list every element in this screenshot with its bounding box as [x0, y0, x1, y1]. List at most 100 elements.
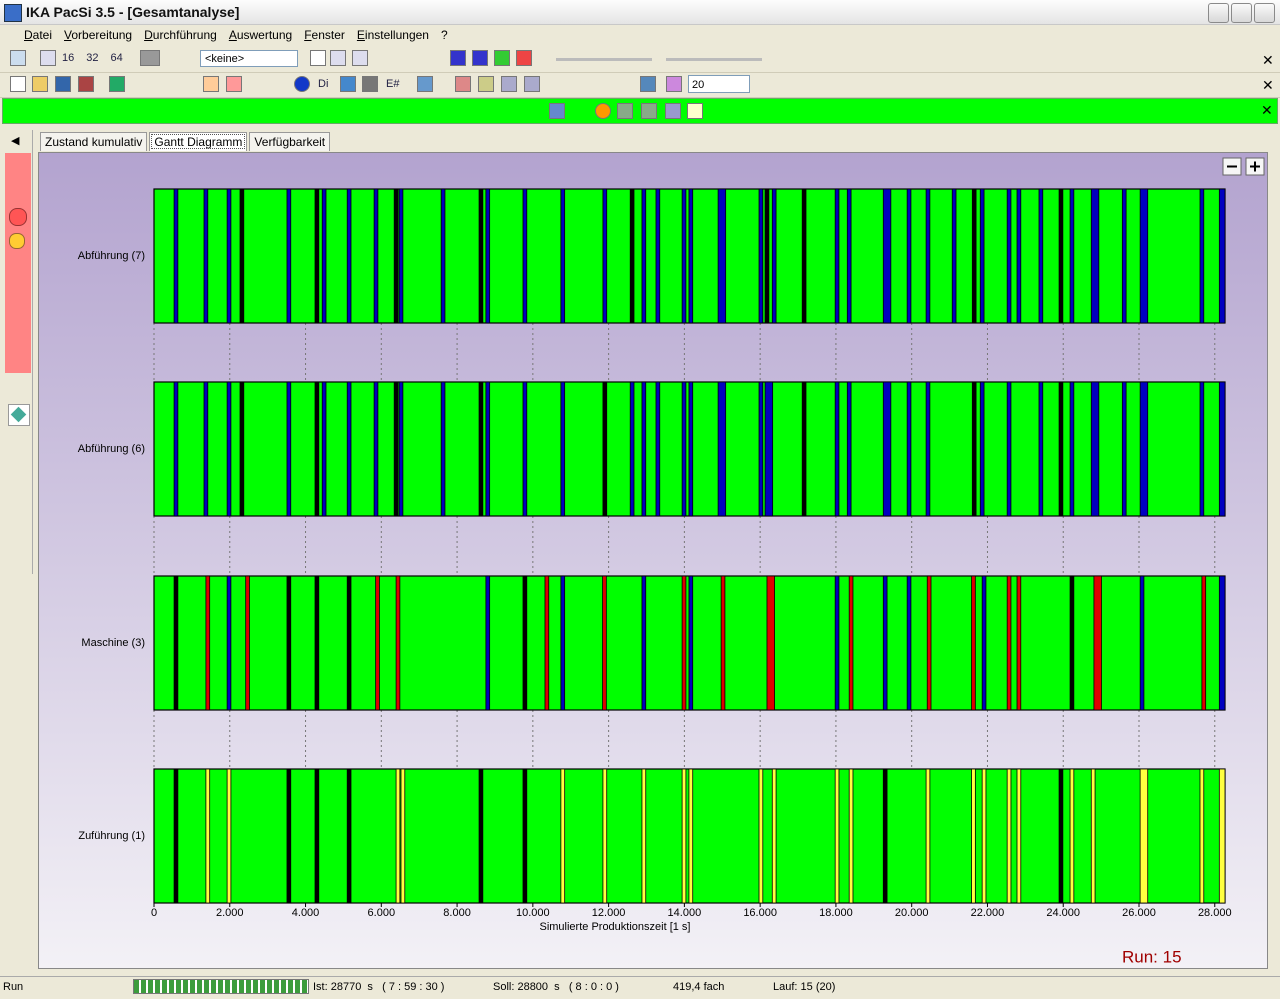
color-button[interactable] [226, 76, 242, 92]
gantt-segment [1199, 188, 1205, 324]
menu-item[interactable]: Einstellungen [356, 28, 429, 42]
row-label: Abführung (7) [78, 250, 145, 262]
gantt-segment [641, 575, 647, 711]
gantt-segment [979, 381, 985, 517]
close-toolbar[interactable]: ✕ [1262, 52, 1274, 68]
zoom-level-button[interactable]: 64 [110, 52, 123, 64]
minimize-button[interactable] [1208, 3, 1229, 23]
grid-button[interactable] [10, 50, 26, 66]
pause-button[interactable] [450, 50, 466, 66]
camera-button[interactable] [640, 76, 656, 92]
gantt-segment [758, 768, 764, 904]
close-toolbar[interactable]: ✕ [1262, 77, 1274, 93]
gantt-segment [681, 381, 687, 517]
slider[interactable] [666, 58, 762, 61]
delete-button[interactable] [352, 50, 368, 66]
gantt-segment [440, 188, 446, 324]
step-button[interactable] [472, 50, 488, 66]
histogram-button[interactable] [617, 103, 633, 119]
zoom-out-button[interactable] [501, 76, 517, 92]
gantt-segment [717, 188, 727, 324]
menu-item[interactable]: Durchführung [144, 28, 217, 42]
tab[interactable]: Verfügbarkeit [249, 132, 331, 151]
zoom-button[interactable] [478, 76, 494, 92]
menu-item[interactable]: ? [440, 28, 448, 42]
gantt-segment [688, 768, 694, 904]
tab[interactable]: Zustand kumulativ [40, 132, 148, 151]
menu-item[interactable]: Auswertung [228, 28, 293, 42]
collapse-button[interactable]: ◀ [11, 135, 20, 147]
gantt-segment [400, 768, 406, 904]
status-soll: Soll: 28800 s ( 8 : 0 : 0 ) [493, 981, 619, 993]
new-button[interactable] [310, 50, 326, 66]
gantt-segment [971, 575, 976, 711]
gantt-segment [373, 188, 379, 324]
zoom-level-button[interactable]: 32 [86, 52, 99, 64]
gantt-segment [981, 768, 987, 904]
x-tick-label: 2.000 [216, 907, 244, 919]
nav-button[interactable] [8, 404, 30, 426]
zoom-buttons: 16 32 64 [62, 52, 123, 64]
layout-button[interactable] [417, 76, 433, 92]
gantt-segment [764, 381, 774, 517]
pie-button[interactable] [595, 103, 611, 119]
zoom-in-button[interactable] [524, 76, 540, 92]
zoom-button[interactable] [455, 76, 471, 92]
selection-dropdown[interactable]: <keine> [200, 50, 298, 67]
gantt-segment [1090, 768, 1096, 904]
slider[interactable] [556, 58, 652, 61]
close-button[interactable] [1254, 3, 1275, 23]
e-button[interactable]: E# [386, 78, 400, 90]
save-button[interactable] [55, 76, 71, 92]
gantt-segment [641, 188, 647, 324]
warn-icon[interactable] [9, 233, 25, 249]
excel-button[interactable] [109, 76, 125, 92]
color-button[interactable] [140, 50, 160, 66]
fit-button[interactable] [687, 103, 703, 119]
stop-icon[interactable] [9, 208, 27, 226]
gantt-segment [375, 575, 380, 711]
gantt-segment [314, 381, 320, 517]
x-tick-label: 6.000 [368, 907, 396, 919]
gantt-segment [226, 575, 232, 711]
gantt-segment [395, 575, 401, 711]
di-button[interactable]: Di [318, 78, 329, 90]
bar-button[interactable] [362, 76, 378, 92]
box-button[interactable] [340, 76, 356, 92]
restore-button[interactable] [1231, 3, 1252, 23]
icon-button[interactable] [549, 103, 565, 119]
new-file-button[interactable] [10, 76, 26, 92]
scale-button[interactable] [40, 50, 56, 66]
copy-button[interactable] [330, 50, 346, 66]
play-button[interactable] [494, 50, 510, 66]
gantt-segment [629, 188, 635, 324]
menu-item[interactable]: Fenster [304, 28, 345, 42]
menu-item[interactable]: Datei [24, 28, 53, 42]
people-button[interactable] [666, 76, 682, 92]
title-bar: IKA PacSi 3.5 - [Gesamtanalyse] [0, 0, 1280, 25]
histogram-button[interactable] [641, 103, 657, 119]
gantt-segment [971, 768, 976, 904]
x-tick-label: 12.000 [592, 907, 626, 919]
open-button[interactable] [32, 76, 48, 92]
circle-button[interactable] [294, 76, 310, 92]
x-tick-label: 8.000 [443, 907, 471, 919]
run-annotation: Run: 15 [1122, 947, 1182, 966]
percent-button[interactable] [203, 76, 219, 92]
gantt-segment [522, 768, 528, 904]
menu-item[interactable]: Vorbereitung [64, 28, 133, 42]
print-button[interactable] [78, 76, 94, 92]
gantt-segment [848, 768, 854, 904]
gantt-segment [203, 188, 209, 324]
gantt-segment [906, 381, 912, 517]
gantt-segment [173, 575, 179, 711]
run-button[interactable] [516, 50, 532, 66]
tab[interactable]: Gantt Diagramm [149, 132, 248, 151]
gantt-segment [688, 381, 694, 517]
count-input[interactable]: 20 [688, 75, 750, 93]
close-toolbar[interactable]: ✕ [1261, 102, 1273, 118]
gantt-segment [882, 768, 888, 904]
grid-button[interactable] [665, 103, 681, 119]
x-tick-label: 16.000 [743, 907, 777, 919]
zoom-level-button[interactable]: 16 [62, 52, 75, 64]
